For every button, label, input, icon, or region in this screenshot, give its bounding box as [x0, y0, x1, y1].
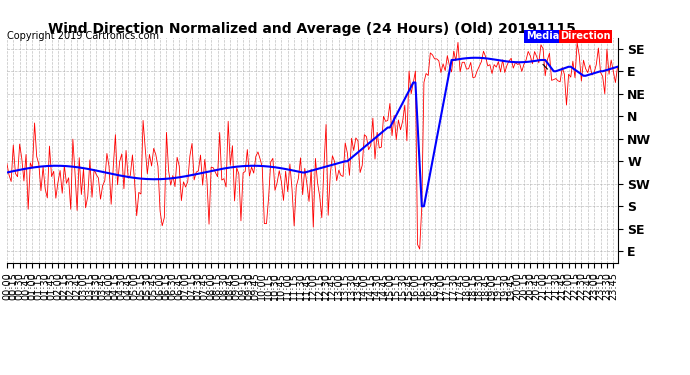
Text: Median: Median — [526, 32, 566, 41]
Text: Copyright 2019 Cartronics.com: Copyright 2019 Cartronics.com — [7, 32, 159, 41]
Text: Direction: Direction — [560, 32, 611, 41]
Title: Wind Direction Normalized and Average (24 Hours) (Old) 20191115: Wind Direction Normalized and Average (2… — [48, 22, 576, 36]
